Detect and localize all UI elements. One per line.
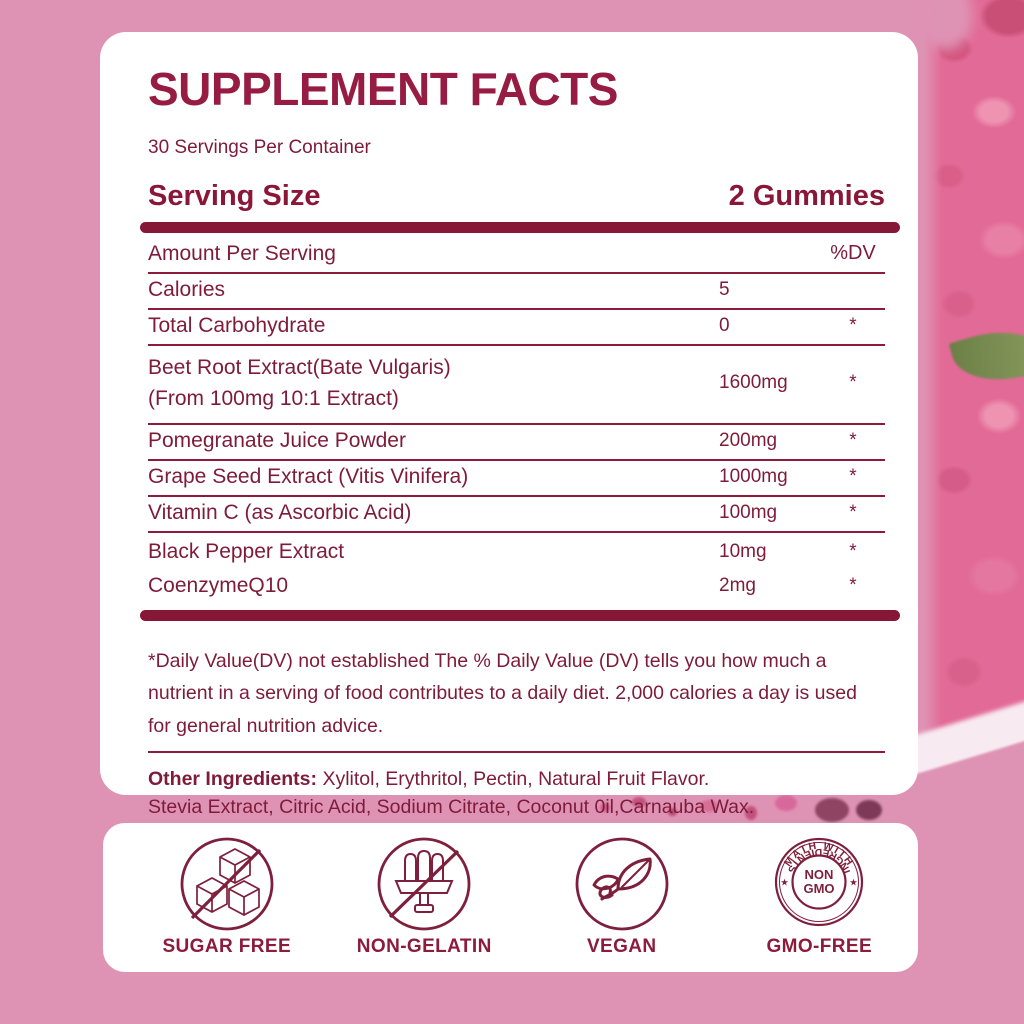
- badge-non-gelatin: NON-GELATIN: [326, 823, 524, 958]
- nutrient-dv: *: [849, 574, 857, 596]
- serving-size-row: Serving Size 2 Gummies: [148, 180, 885, 213]
- sugar-free-icon: [180, 837, 274, 931]
- nutrient-dv: *: [849, 429, 857, 451]
- nutrient-amount: 5: [719, 278, 730, 300]
- star-icon: ★: [849, 878, 858, 889]
- crumb-dot: [815, 798, 849, 822]
- crumb-dot: [632, 797, 646, 807]
- nutrient-name: Vitamin C (as Ascorbic Acid): [148, 500, 412, 524]
- table-row: Calories 5: [148, 274, 885, 310]
- nutrient-amount: 1600mg: [719, 372, 788, 394]
- nutrient-dv: *: [849, 314, 857, 336]
- nutrient-dv: *: [849, 465, 857, 487]
- table-row: Beet Root Extract(Bate Vulgaris) (From 1…: [148, 346, 885, 425]
- table-row: Total Carbohydrate 0 *: [148, 310, 885, 346]
- nutrient-dv: *: [849, 501, 857, 523]
- crumb-dot: [600, 803, 610, 812]
- nutrient-name: Pomegranate Juice Powder: [148, 428, 406, 452]
- badge-label: VEGAN: [586, 936, 657, 957]
- badge-gmo-free: MATH WITH INGREDIENTS ★ ★ NON GMO GMO-FR…: [721, 823, 919, 958]
- serving-size-value: 2 Gummies: [728, 179, 885, 212]
- stamp-center-line1: NON: [805, 867, 834, 882]
- table-row: Vitamin C (as Ascorbic Acid) 100mg *: [148, 497, 885, 533]
- feature-badges-card: SUGAR FREE NON-GELATIN: [103, 823, 918, 972]
- nutrient-amount: 10mg: [719, 540, 767, 562]
- other-ingredients: Other Ingredients: Xylitol, Erythritol, …: [148, 766, 885, 821]
- badge-vegan: VEGAN: [523, 823, 721, 958]
- other-ingredients-line1: Xylitol, Erythritol, Pectin, Natural Fru…: [317, 767, 710, 790]
- nutrient-name: CoenzymeQ10: [148, 573, 289, 597]
- crumb-dot: [745, 806, 757, 820]
- table-row: Grape Seed Extract (Vitis Vinifera) 1000…: [148, 461, 885, 497]
- nutrient-amount: 1000mg: [719, 465, 788, 487]
- badge-label: NON-GELATIN: [356, 936, 492, 957]
- photo-background-strip: [878, 0, 1024, 920]
- mint-leaf-photo: [948, 318, 1024, 394]
- table-header-row: Amount Per Serving %DV: [148, 233, 885, 274]
- nutrient-name: Beet Root Extract(Bate Vulgaris) (From 1…: [148, 352, 709, 415]
- crumb-dot: [775, 795, 797, 811]
- nutrient-name-line2: (From 100mg 10:1 Extract): [148, 387, 399, 411]
- nutrient-name: Grape Seed Extract (Vitis Vinifera): [148, 464, 469, 488]
- daily-value-footnote: *Daily Value(DV) not established The % D…: [148, 649, 857, 737]
- amount-per-serving-header: Amount Per Serving: [148, 241, 336, 265]
- other-ingredients-label: Other Ingredients:: [148, 767, 318, 790]
- crumb-dot: [700, 800, 718, 812]
- thin-divider: [148, 750, 885, 753]
- servings-per-container: 30 Servings Per Container: [148, 136, 371, 158]
- divider-thick-bottom: [140, 609, 900, 621]
- badge-label: GMO-FREE: [766, 936, 873, 957]
- page-title: SUPPLEMENT FACTS: [148, 63, 618, 115]
- table-row: CoenzymeQ10 2mg *: [148, 567, 885, 601]
- badge-sugar-free: SUGAR FREE: [128, 823, 326, 958]
- nutrient-amount: 0: [719, 314, 730, 336]
- nutrient-amount: 100mg: [719, 501, 778, 523]
- vegan-leaf-icon: [575, 837, 669, 931]
- crumb-dot: [856, 800, 882, 820]
- nutrient-name: Black Pepper Extract: [148, 539, 345, 563]
- badge-label: SUGAR FREE: [162, 936, 292, 957]
- serving-size-label: Serving Size: [148, 179, 321, 212]
- divider-thick-top: [140, 221, 900, 233]
- supplement-facts-card: SUPPLEMENT FACTS 30 Servings Per Contain…: [100, 32, 918, 818]
- star-icon: ★: [780, 878, 789, 889]
- table-row: Pomegranate Juice Powder 200mg *: [148, 425, 885, 461]
- nutrient-name-line1: Beet Root Extract(Bate Vulgaris): [148, 355, 451, 379]
- nutrient-name: Total Carbohydrate: [148, 313, 326, 337]
- photo-soft-edge: [924, 0, 942, 800]
- nutrient-dv: *: [849, 372, 857, 394]
- other-ingredients-line2: Stevia Extract, Citric Acid, Sodium Citr…: [148, 795, 755, 818]
- nutrient-amount: 200mg: [719, 429, 778, 451]
- nutrient-dv: *: [849, 540, 857, 562]
- stamp-center-line2: GMO: [804, 881, 835, 896]
- non-gmo-stamp-icon: MATH WITH INGREDIENTS ★ ★ NON GMO: [775, 837, 864, 927]
- crumb-dot: [668, 808, 677, 816]
- table-row: Black Pepper Extract 10mg *: [148, 533, 885, 567]
- dv-header: %DV: [830, 242, 876, 265]
- nutrient-name: Calories: [148, 277, 226, 301]
- nutrient-amount: 2mg: [719, 574, 756, 596]
- non-gelatin-icon: [377, 837, 471, 931]
